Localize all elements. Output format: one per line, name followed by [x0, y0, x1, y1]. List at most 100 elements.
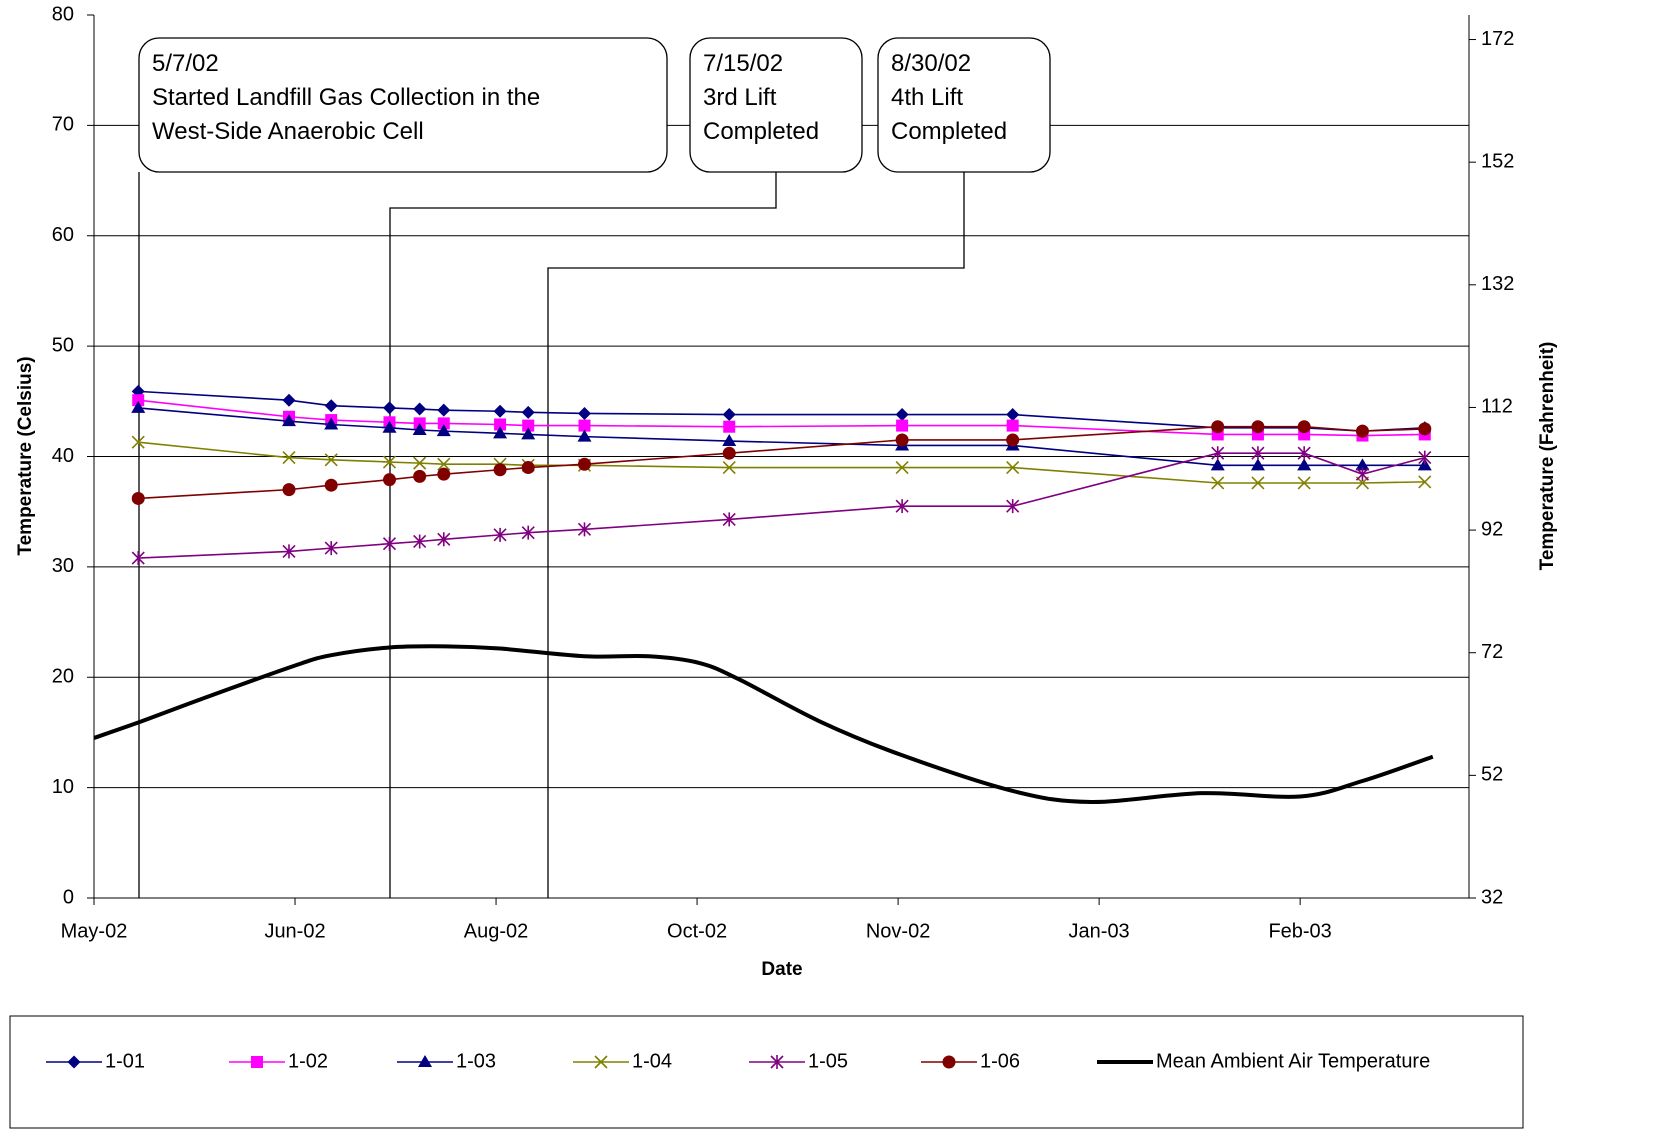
marker — [1355, 458, 1370, 471]
marker — [1251, 476, 1265, 490]
x-tick-label: Jun-02 — [264, 920, 325, 942]
annotation-text: West-Side Anaerobic Cell — [152, 118, 424, 145]
marker — [132, 394, 145, 407]
marker — [413, 469, 427, 483]
marker — [281, 414, 296, 427]
marker — [895, 499, 909, 514]
marker — [436, 424, 451, 437]
annotation-text: 4th Lift — [891, 84, 963, 111]
annotation-text: Completed — [891, 118, 1007, 145]
series-line — [138, 441, 1425, 484]
marker — [413, 456, 427, 470]
annotation-text: 3rd Lift — [703, 84, 777, 111]
annotation-text: 7/15/02 — [703, 50, 783, 77]
y2-tick-label: 112 — [1481, 396, 1513, 418]
legend-label: 1-01 — [105, 1050, 145, 1072]
marker — [895, 408, 909, 422]
marker — [521, 427, 536, 440]
y2-tick-label: 32 — [1481, 886, 1503, 908]
y2-tick-label: 52 — [1481, 764, 1503, 786]
x-tick-label: Aug-02 — [464, 920, 529, 942]
marker — [413, 402, 427, 416]
marker — [131, 491, 145, 505]
marker — [1355, 467, 1370, 482]
marker — [282, 393, 296, 407]
marker — [1006, 419, 1019, 432]
marker — [324, 417, 339, 430]
marker — [1251, 446, 1265, 461]
marker — [577, 406, 591, 420]
marker — [594, 1055, 608, 1069]
marker — [578, 419, 591, 432]
x-tick-label: Oct-02 — [667, 920, 727, 942]
marker — [1006, 499, 1020, 514]
y-tick-label: 70 — [52, 114, 74, 136]
marker — [1418, 475, 1432, 489]
marker — [1355, 424, 1369, 438]
y-tick-label: 40 — [52, 445, 74, 467]
marker — [895, 460, 909, 475]
marker — [324, 453, 338, 467]
marker — [1297, 458, 1312, 471]
y-tick-label: 30 — [52, 555, 74, 577]
marker — [722, 434, 737, 447]
marker — [1251, 420, 1265, 434]
marker — [896, 419, 909, 432]
marker — [282, 544, 296, 559]
x-tick-label: Nov-02 — [866, 920, 930, 942]
marker — [1297, 446, 1311, 461]
marker — [577, 522, 592, 537]
marker — [437, 403, 451, 417]
marker — [522, 419, 535, 432]
marker — [1006, 433, 1020, 447]
y2-tick-label: 72 — [1481, 641, 1503, 663]
marker — [577, 429, 592, 442]
marker — [324, 478, 338, 492]
marker — [1418, 450, 1432, 465]
marker — [722, 408, 736, 422]
marker — [382, 420, 397, 433]
marker — [324, 541, 338, 556]
legend-label: 1-04 — [632, 1050, 672, 1072]
annotation-text: 8/30/02 — [891, 50, 971, 77]
marker — [382, 455, 397, 469]
marker — [412, 423, 427, 436]
marker — [413, 534, 427, 549]
marker — [895, 433, 909, 447]
marker — [1297, 476, 1311, 490]
marker — [282, 483, 296, 497]
marker — [282, 451, 296, 465]
annotation-box — [877, 37, 1051, 173]
marker — [1006, 408, 1020, 422]
y2-tick-label: 132 — [1481, 273, 1514, 295]
y-tick-label: 20 — [52, 666, 74, 688]
marker — [1418, 422, 1432, 436]
marker — [383, 473, 397, 487]
marker — [1211, 476, 1225, 490]
marker — [942, 1055, 956, 1069]
marker — [251, 1056, 263, 1068]
marker — [437, 457, 451, 471]
marker — [723, 420, 736, 433]
legend-label: 1-03 — [456, 1050, 496, 1072]
series-line — [93, 644, 1434, 804]
marker — [1250, 458, 1265, 471]
y2-tick-label: 92 — [1481, 518, 1503, 540]
marker — [131, 435, 145, 449]
legend-label: 1-02 — [288, 1050, 328, 1072]
marker — [493, 426, 508, 439]
annotation-leader — [547, 172, 965, 898]
marker — [1006, 460, 1020, 475]
marker — [1297, 420, 1311, 434]
y-tick-label: 10 — [52, 776, 74, 798]
y2-axis-title: Temperature (Fahrenheit) — [1537, 342, 1558, 571]
marker — [67, 1055, 81, 1069]
y-tick-label: 0 — [63, 886, 74, 908]
marker — [437, 532, 451, 547]
y2-tick-label: 172 — [1481, 28, 1514, 50]
marker — [131, 400, 146, 413]
legend-label: 1-05 — [808, 1050, 848, 1072]
y-axis-title: Temperature (Celsius) — [15, 356, 36, 555]
